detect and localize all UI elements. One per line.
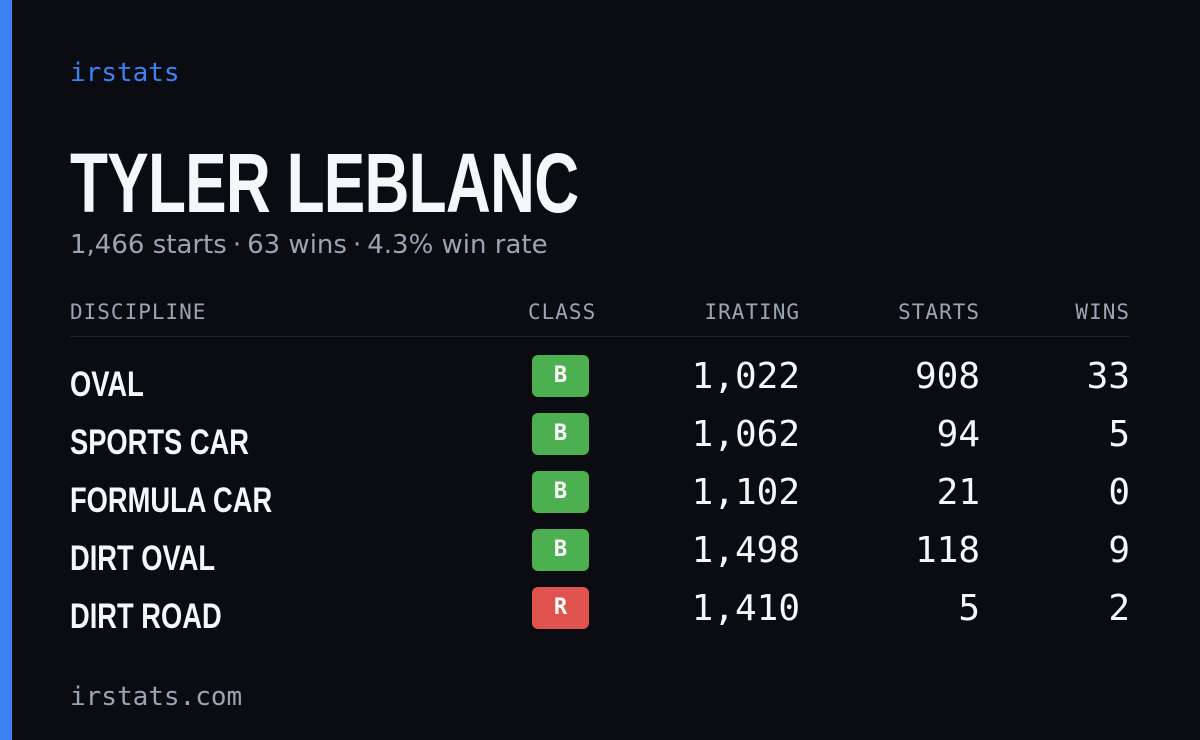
starts-value: 5 — [958, 588, 980, 629]
discipline-name: FORMULA CAR — [70, 481, 273, 520]
table-row: DIRT OVAL B 1,498 118 9 — [70, 527, 1130, 585]
summary-wins: 63 wins — [247, 230, 347, 260]
driver-summary: 1,466 starts · 63 wins · 4.3% win rate — [70, 228, 548, 262]
irating-value: 1,022 — [691, 356, 800, 397]
irating-value: 1,410 — [691, 588, 800, 629]
summary-separator: · — [232, 230, 242, 260]
wins-value: 9 — [1108, 530, 1130, 571]
discipline-name: DIRT ROAD — [70, 597, 222, 636]
starts-value: 21 — [936, 472, 980, 513]
class-badge: B — [532, 471, 589, 513]
class-badge: B — [532, 529, 589, 571]
starts-value: 94 — [936, 414, 980, 455]
summary-win-rate: 4.3% win rate — [367, 230, 548, 260]
discipline-name: SPORTS CAR — [70, 423, 249, 462]
class-badge: R — [532, 587, 589, 629]
summary-separator: · — [352, 230, 362, 260]
header-irating: IRATING — [704, 300, 800, 324]
table-row: DIRT ROAD R 1,410 5 2 — [70, 585, 1130, 643]
discipline-stats-table: DISCIPLINE CLASS IRATING STARTS WINS OVA… — [70, 296, 1130, 643]
header-starts: STARTS — [898, 300, 980, 324]
table-header: DISCIPLINE CLASS IRATING STARTS WINS — [70, 296, 1130, 337]
header-wins: WINS — [1075, 300, 1130, 324]
footer-site-url: irstats.com — [70, 682, 243, 712]
discipline-name: DIRT OVAL — [70, 539, 216, 578]
wins-value: 2 — [1108, 588, 1130, 629]
starts-value: 908 — [914, 356, 980, 397]
discipline-name: OVAL — [70, 365, 144, 404]
table-row: OVAL B 1,022 908 33 — [70, 353, 1130, 411]
irating-value: 1,062 — [691, 414, 800, 455]
irating-value: 1,102 — [691, 472, 800, 513]
header-discipline: DISCIPLINE — [70, 300, 207, 324]
wins-value: 33 — [1086, 356, 1130, 397]
table-row: FORMULA CAR B 1,102 21 0 — [70, 469, 1130, 527]
class-badge: B — [532, 413, 589, 455]
accent-bar — [0, 0, 12, 740]
table-body: OVAL B 1,022 908 33 SPORTS CAR B 1,062 9… — [70, 353, 1130, 643]
header-class: CLASS — [528, 300, 597, 324]
wins-value: 0 — [1108, 472, 1130, 513]
driver-name: TYLER LEBLANC — [70, 136, 579, 230]
table-row: SPORTS CAR B 1,062 94 5 — [70, 411, 1130, 469]
summary-starts: 1,466 starts — [70, 230, 227, 260]
wins-value: 5 — [1108, 414, 1130, 455]
class-badge: B — [532, 355, 589, 397]
starts-value: 118 — [914, 530, 980, 571]
irating-value: 1,498 — [691, 530, 800, 571]
brand-logo-text: irstats — [70, 58, 180, 88]
